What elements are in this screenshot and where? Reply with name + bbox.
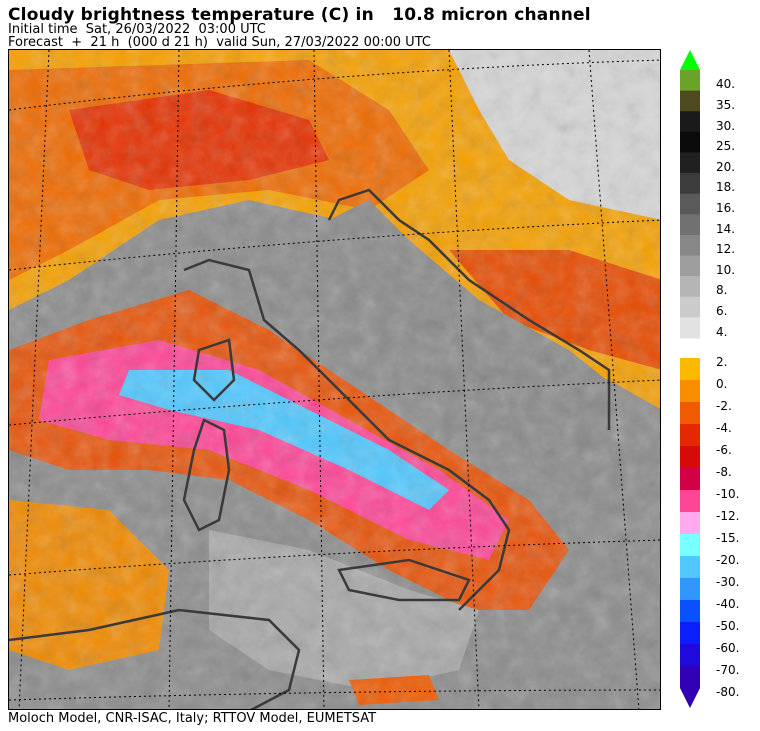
colorbar-label: 0. (716, 377, 728, 391)
colorbar-upper (680, 70, 700, 339)
initial-time-text: Initial time Sat, 26/03/2022 03:00 UTC (8, 22, 266, 37)
colorbar-label: 8. (716, 283, 728, 298)
colorbar-swatch (680, 490, 700, 513)
colorbar-label: -60. (716, 641, 740, 655)
chart-title: Cloudy brightness temperature (C) in 10.… (8, 5, 591, 25)
colorbar-swatch (680, 666, 700, 689)
colorbar-label: 35. (716, 97, 736, 112)
colorbar-swatch (680, 358, 700, 381)
colorbar-swatch (680, 402, 700, 425)
colorbar-swatch (680, 173, 700, 195)
colorbar-swatch (680, 424, 700, 447)
forecast-valid-text: Forecast + 21 h (000 d 21 h) valid Sun, … (8, 35, 431, 50)
colorbar-label: -12. (716, 509, 740, 523)
colorbar-swatch (680, 234, 700, 257)
colorbar (680, 50, 700, 708)
colorbar-label: 4. (716, 324, 728, 339)
colorbar-swatch (680, 534, 700, 557)
colorbar-label: -40. (716, 597, 740, 611)
colorbar-swatch (680, 193, 700, 215)
colorbar-swatch (680, 556, 700, 579)
colorbar-label: -2. (716, 399, 732, 413)
colorbar-bottom-arrow (680, 688, 700, 708)
colorbar-label: 18. (716, 180, 736, 195)
colorbar-label: -8. (716, 465, 732, 479)
colorbar-swatch (680, 152, 700, 174)
colorbar-label: 14. (716, 221, 736, 236)
colorbar-swatch (680, 276, 700, 298)
satellite-map (8, 49, 661, 710)
colorbar-top-arrow (680, 50, 700, 70)
colorbar-swatch (680, 317, 700, 339)
colorbar-label: -20. (716, 553, 740, 567)
colorbar-swatch (680, 644, 700, 667)
credit-text: Moloch Model, CNR-ISAC, Italy; RTTOV Mod… (8, 711, 377, 726)
colorbar-swatch (680, 296, 700, 318)
colorbar-swatch (680, 255, 700, 277)
colorbar-swatch (680, 578, 700, 601)
colorbar-legend: 40. 35. 30. 25. 20. 18. 16. 14. 12. 10. 8. 6. 4. 2. 0.… (670, 48, 760, 713)
colorbar-swatch (680, 622, 700, 645)
colorbar-label: 2. (716, 355, 728, 369)
colorbar-swatch (680, 90, 700, 112)
map-canvas (9, 50, 660, 709)
colorbar-label: -80. (716, 685, 740, 699)
colorbar-swatch (680, 512, 700, 535)
colorbar-swatch (680, 380, 700, 403)
colorbar-label: 40. (716, 77, 736, 92)
graticule (9, 50, 660, 709)
colorbar-label: -6. (716, 443, 732, 457)
colorbar-label: -10. (716, 487, 740, 501)
colorbar-label: -15. (716, 531, 740, 545)
coastlines (9, 188, 611, 709)
colorbar-swatch (680, 446, 700, 469)
colorbar-swatch (680, 131, 700, 153)
colorbar-label: -4. (716, 421, 732, 435)
colorbar-label: 20. (716, 159, 736, 174)
colorbar-swatch (680, 468, 700, 491)
colorbar-label: 12. (716, 242, 736, 257)
colorbar-swatch (680, 70, 700, 92)
colorbar-label: -30. (716, 575, 740, 589)
colorbar-lower (680, 358, 700, 689)
colorbar-label: 25. (716, 139, 736, 154)
colorbar-label: 16. (716, 201, 736, 215)
colorbar-swatch (680, 600, 700, 623)
colorbar-label: -70. (716, 663, 740, 677)
colorbar-label: 30. (716, 118, 736, 133)
colorbar-swatch (680, 214, 700, 236)
colorbar-label: 10. (716, 262, 736, 277)
colorbar-label: -50. (716, 619, 740, 633)
colorbar-swatch (680, 111, 700, 133)
colorbar-label: 6. (716, 304, 728, 319)
texture-overlay (9, 50, 660, 709)
